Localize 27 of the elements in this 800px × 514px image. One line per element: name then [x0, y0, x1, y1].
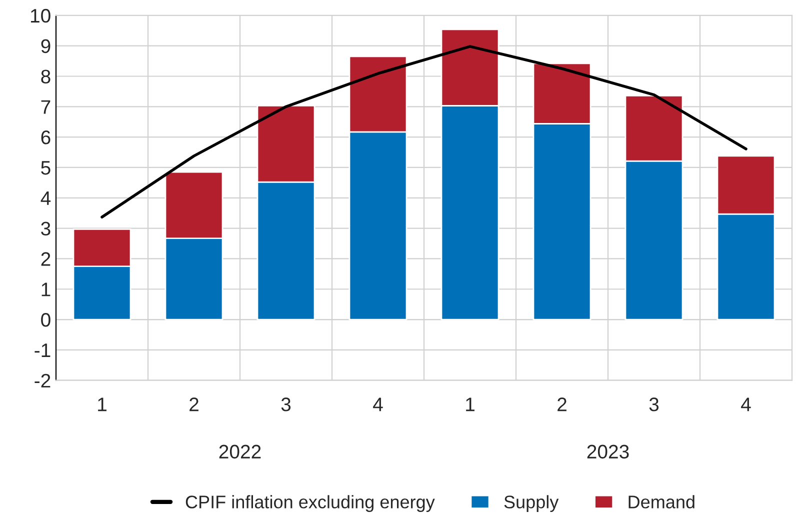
y-tick-label: 0: [41, 313, 50, 327]
x-tick-label: 2: [558, 398, 566, 412]
legend-label: Demand: [628, 495, 694, 508]
y-tick-label: 9: [41, 39, 50, 54]
y-tick-label: 8: [41, 70, 50, 84]
y-tick-label: 1: [42, 282, 50, 296]
legend-label: CPIF inflation excluding energy: [186, 495, 435, 512]
y-tick-label: -1: [34, 344, 50, 357]
x-tick-label: 1: [466, 398, 474, 412]
x-tick-label: 3: [281, 398, 291, 412]
line-series: [100, 45, 748, 218]
x-tick-label: 3: [649, 398, 659, 412]
y-tick-label: 2: [41, 252, 50, 266]
x-tick-label: 4: [741, 398, 751, 412]
y-tick-label: 3: [41, 222, 50, 236]
text: 2023: [587, 444, 629, 459]
y-tick-label: 4: [40, 192, 51, 205]
x-tick-label: 4: [373, 398, 383, 412]
y-tick-label: 5: [41, 161, 50, 175]
y-tick-label: 10: [30, 8, 50, 23]
legend-label: Supply: [504, 495, 559, 512]
y-tick-label: 6: [41, 130, 50, 144]
y-tick-label: 7: [41, 100, 50, 114]
x-tick-label: 1: [98, 398, 106, 412]
text: 2022: [219, 444, 261, 459]
x-tick-label: 2: [190, 398, 198, 412]
y-tick-label: -2: [34, 374, 50, 388]
